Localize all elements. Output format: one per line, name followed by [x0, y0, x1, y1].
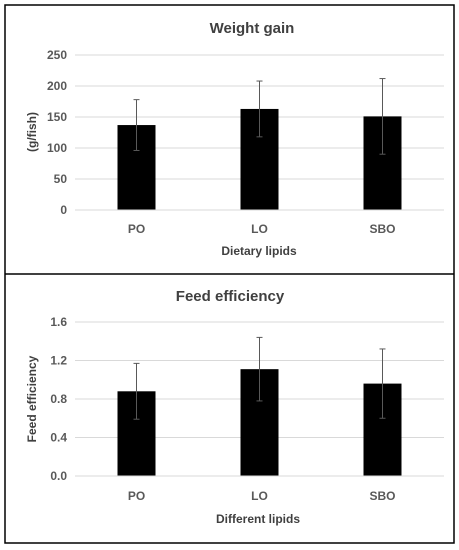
x-axis-label: Different lipids	[216, 512, 300, 526]
y-tick-label: 1.2	[50, 354, 67, 368]
x-tick-label: SBO	[369, 222, 395, 236]
weight-gain-chart: Weight gain (g/fish) Dietary lipids 0 50 1…	[25, 20, 444, 258]
y-tick-label: 1.6	[50, 315, 67, 329]
x-tick-label: LO	[251, 222, 268, 236]
y-tick-label: 200	[47, 79, 67, 93]
y-tick-label: 250	[47, 48, 67, 62]
y-tick-label: 0	[60, 203, 67, 217]
y-tick-label: 0.4	[50, 431, 67, 445]
y-tick-label: 50	[54, 172, 68, 186]
y-tick-label: 0.8	[50, 392, 67, 406]
y-axis-label: (g/fish)	[25, 112, 39, 152]
y-tick-label: 150	[47, 110, 67, 124]
x-axis-label: Dietary lipids	[221, 244, 297, 258]
chart-title: Weight gain	[210, 20, 295, 37]
chart-title: Feed efficiency	[176, 288, 285, 305]
x-tick-label: LO	[251, 489, 268, 503]
x-tick-label: PO	[128, 222, 145, 236]
feed-efficiency-chart: Feed efficiency Feed efficiency Differen…	[25, 288, 444, 526]
x-tick-label: SBO	[369, 489, 395, 503]
y-tick-label: 100	[47, 141, 67, 155]
plot-area: 0.0 0.4 0.8 1.2 1.6 PO LO SBO	[50, 315, 444, 503]
y-axis-label: Feed efficiency	[25, 355, 39, 442]
plot-area: 0 50 100 150 200 250 PO LO SBO	[47, 48, 444, 236]
y-tick-label: 0.0	[50, 469, 67, 483]
x-tick-label: PO	[128, 489, 145, 503]
